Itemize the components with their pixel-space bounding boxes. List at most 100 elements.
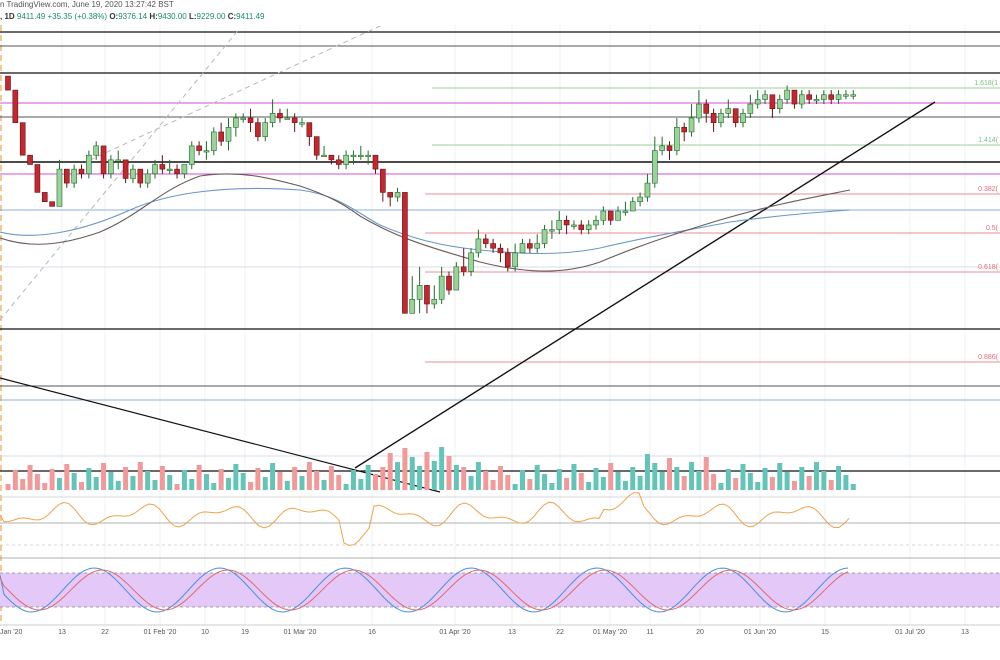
x-tick-label: Jan '20 — [0, 629, 22, 636]
candle-body — [188, 145, 195, 165]
candle-body — [600, 210, 607, 221]
x-tick-label: 16 — [368, 629, 376, 636]
close-label: C: — [227, 12, 237, 21]
candles — [5, 75, 857, 314]
volume-bar — [240, 473, 246, 490]
volume-bar — [431, 461, 437, 490]
volume-bar — [277, 472, 283, 490]
x-tick-label: 22 — [556, 629, 564, 636]
candle-body — [622, 210, 629, 213]
candle-body — [262, 122, 269, 137]
volume-bar — [836, 466, 842, 490]
ma-200-line — [0, 187, 851, 255]
volume-bar — [446, 456, 452, 490]
volume-bar — [711, 474, 717, 490]
candle-body — [806, 94, 812, 100]
volume-bar — [468, 476, 474, 490]
volume-bar — [130, 476, 136, 490]
candle-body — [335, 159, 342, 165]
volume-bar — [453, 465, 459, 490]
candle-body — [446, 275, 452, 291]
candle-body — [365, 154, 371, 157]
grid-layer — [0, 25, 966, 625]
candle-body — [409, 299, 416, 314]
candle-body — [754, 99, 761, 105]
volume-bar — [137, 462, 143, 490]
candle-body — [453, 266, 460, 291]
volume-bar — [652, 463, 658, 490]
volume-bar — [549, 483, 555, 490]
volume-bar — [145, 471, 151, 490]
candle-body — [255, 122, 261, 137]
candle-body — [732, 108, 739, 123]
volume-bars — [5, 447, 856, 490]
candle-body — [299, 122, 305, 125]
x-tick-label: 01 Apr '20 — [439, 629, 470, 636]
candle-body — [762, 94, 768, 100]
x-tick-label: 19 — [241, 629, 249, 636]
volume-bar — [644, 454, 650, 490]
volume-bar — [12, 470, 18, 490]
candle-body — [108, 159, 114, 175]
candle-body — [12, 89, 19, 123]
x-tick-label: 20 — [696, 629, 704, 636]
candle-body — [78, 168, 85, 175]
volume-bar — [769, 477, 775, 490]
candle-body — [791, 89, 798, 105]
volume-bar — [417, 466, 423, 490]
candle-body — [34, 164, 41, 193]
volume-bar — [5, 484, 11, 490]
ohlc-readout: , 1D 9411.49 +35.35 (+0.38%) O:9376.14 H… — [0, 12, 264, 22]
volume-bar — [799, 467, 805, 490]
candle-body — [181, 164, 188, 175]
last-price: 9411.49 — [16, 12, 46, 21]
volume-bar — [622, 481, 628, 490]
x-tick-label: 11 — [646, 629, 653, 636]
candle-body — [402, 192, 408, 314]
candle-body — [850, 94, 857, 97]
volume-bar — [56, 478, 62, 490]
candle-body — [718, 113, 724, 123]
candle-body — [813, 99, 820, 102]
volume-bar — [615, 472, 621, 490]
volume-bar — [409, 457, 415, 490]
volume-bar — [630, 467, 636, 490]
volume-bar — [71, 473, 77, 490]
x-tick-label: 15 — [821, 629, 829, 636]
volume-bar — [821, 471, 827, 490]
volume-bar — [850, 484, 856, 490]
chart-source-header: n TradingView.com, June 19, 2020 13:27:4… — [0, 0, 174, 9]
candle-body — [247, 117, 254, 123]
open-value: 9376.14 — [118, 12, 148, 21]
volume-bar — [578, 473, 584, 490]
fib-label: 1.414( — [978, 137, 999, 144]
x-tick-label: 13 — [58, 629, 66, 636]
candle-body — [549, 229, 555, 232]
candle-body — [637, 196, 643, 203]
volume-bar — [571, 464, 577, 490]
candle-body — [843, 94, 849, 97]
candle-body — [225, 127, 232, 142]
candle-body — [93, 145, 99, 156]
volume-bar — [358, 479, 364, 490]
volume-bar — [203, 474, 209, 490]
candle-body — [821, 94, 827, 100]
candle-body — [468, 252, 474, 272]
volume-bar — [181, 470, 187, 490]
ma-50-line — [0, 173, 851, 272]
volume-bar — [64, 464, 70, 490]
volume-bar — [520, 470, 525, 490]
volume-bar — [343, 484, 349, 490]
x-tick-label: 22 — [101, 629, 109, 636]
candle-body — [644, 182, 651, 198]
candle-body — [460, 266, 467, 272]
volume-bar — [314, 471, 320, 490]
volume-bar — [586, 482, 592, 490]
candle-body — [100, 145, 107, 175]
candle-body — [703, 103, 710, 114]
candle-body — [144, 173, 151, 184]
high-value: 9430.00 — [157, 12, 187, 21]
x-tick-label: 01 Jun '20 — [744, 629, 776, 636]
